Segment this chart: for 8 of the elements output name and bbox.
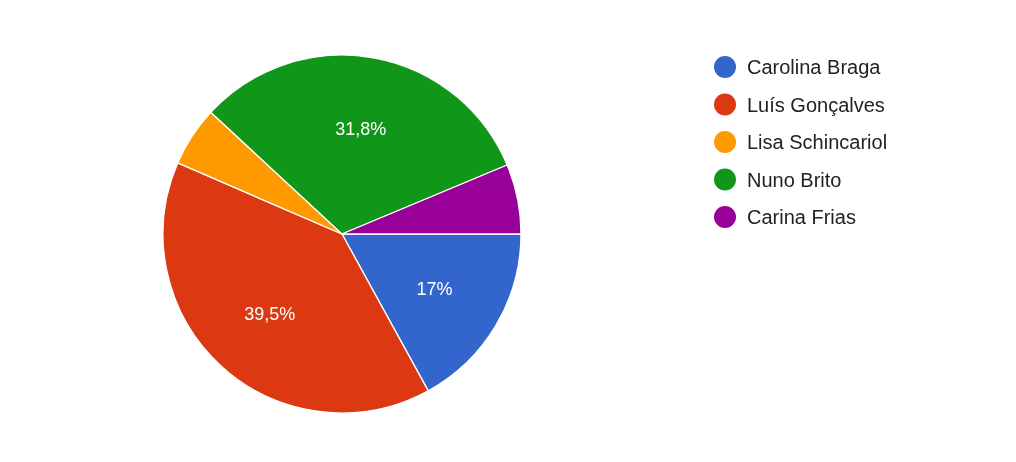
data-label: 31,8%: [335, 118, 387, 139]
data-label: 39,5%: [244, 303, 296, 324]
data-label: 17%: [416, 278, 453, 299]
legend-label: Nuno Brito: [747, 168, 842, 191]
legend-label: Luís Gonçalves: [747, 93, 885, 116]
legend-label: Carina Frias: [747, 206, 856, 228]
legend-label: Lisa Schincariol: [747, 131, 888, 153]
legend-label: Carolina Braga: [747, 56, 882, 78]
